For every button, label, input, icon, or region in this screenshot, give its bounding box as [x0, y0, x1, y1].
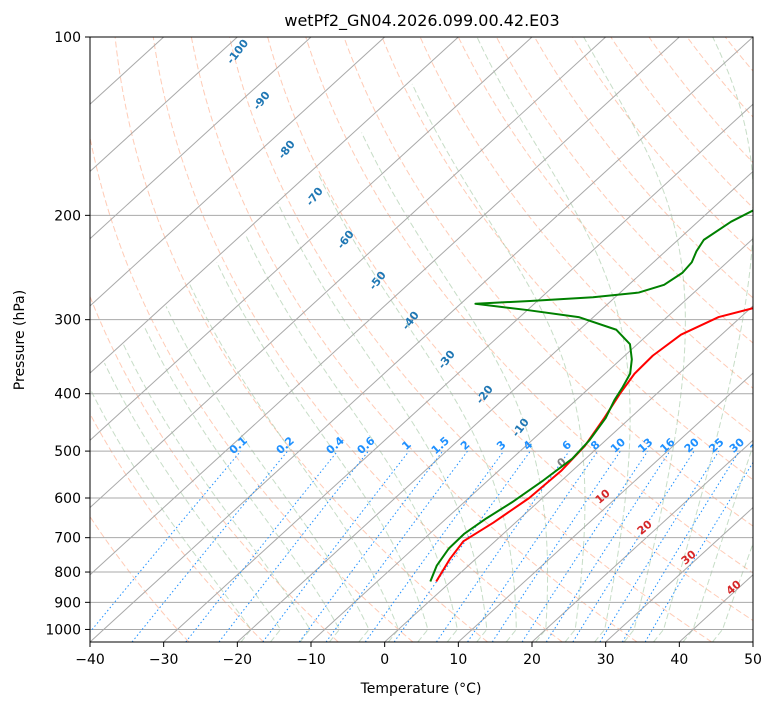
y-axis-label: Pressure (hPa) — [12, 290, 28, 390]
isotherm-line — [90, 37, 312, 240]
x-tick-label: 30 — [597, 652, 615, 668]
y-tick-label: 400 — [54, 387, 81, 403]
x-tick-label: 20 — [523, 652, 541, 668]
dry-adiabat-line — [572, 37, 753, 254]
profiles — [429, 209, 753, 583]
dry-adiabat-line — [419, 37, 753, 435]
isotherm-line — [605, 506, 753, 642]
mixing-ratio-line — [644, 461, 753, 642]
isotherm-line — [531, 439, 753, 642]
temperature-profile — [435, 307, 753, 583]
mixing-ratio-line — [393, 450, 531, 642]
mixing-ratio-line — [131, 450, 288, 642]
x-tick-label: −40 — [75, 652, 105, 668]
moist-adiabat-line — [317, 173, 517, 642]
moist-adiabat-line — [583, 37, 686, 642]
x-tick-label: 50 — [744, 652, 762, 668]
y-tick-label: 200 — [54, 208, 81, 224]
plot-frame — [89, 36, 754, 643]
moist-adiabat-line — [188, 282, 399, 642]
x-tick-label: −10 — [296, 652, 326, 668]
y-axis-ticks: 100 200 300 400 500 600 700 800 900 1000 — [45, 30, 90, 638]
mixing-ratio-line — [185, 450, 338, 642]
moist-adiabat-line — [216, 262, 429, 642]
dry-adiabat-line — [190, 37, 638, 642]
moist-adiabat-line — [682, 444, 753, 642]
y-tick-label: 500 — [54, 444, 81, 460]
isotherm-line — [90, 37, 533, 442]
y-tick-label: 1000 — [45, 622, 81, 638]
mixing-ratio-line — [364, 450, 505, 642]
mixing-ratio-lines — [90, 450, 753, 642]
isotherm-line — [236, 170, 753, 642]
dry-adiabat-line — [90, 295, 339, 642]
mixing-ratio-line — [218, 450, 369, 642]
moist-adiabat-line — [122, 343, 311, 642]
moist-adiabat-line — [165, 306, 370, 642]
mixing-ratio-line — [90, 450, 242, 633]
mixing-ratio-line — [621, 450, 740, 642]
x-axis-ticks: −40 −30 −20 −10 0 10 20 30 40 50 — [75, 642, 762, 668]
isotherm-line — [90, 37, 459, 374]
moist-adiabat-line — [144, 327, 341, 642]
dry-adiabat-line — [90, 135, 414, 642]
moist-adiabat-line — [103, 362, 282, 642]
x-tick-label: 10 — [449, 652, 467, 668]
dry-adiabat-line — [648, 37, 753, 164]
chart-title: wetPf2_GN04.2026.099.00.42.E03 — [284, 11, 559, 31]
dry-adiabat-line — [229, 37, 713, 642]
y-tick-label: 300 — [54, 313, 81, 329]
dry-adiabats — [90, 37, 753, 642]
mixing-ratio-label: 36 — [748, 435, 768, 455]
y-tick-label: 600 — [54, 491, 81, 507]
moist-adiabat-line — [712, 542, 753, 642]
x-tick-label: −30 — [149, 652, 179, 668]
dry-adiabat-line — [305, 37, 753, 574]
mixing-ratio-line — [572, 450, 695, 642]
moist-adiabat-line — [411, 83, 586, 642]
mixing-ratio-line — [467, 450, 599, 642]
y-tick-label: 800 — [54, 565, 81, 581]
x-tick-label: −20 — [223, 652, 253, 668]
dewpoint-profile — [429, 209, 753, 582]
isobars — [90, 37, 753, 630]
isotherms — [90, 37, 753, 642]
dry-adiabat-line — [114, 37, 488, 642]
mixing-ratio-line — [599, 450, 720, 642]
isotherm-line — [163, 103, 753, 642]
dry-adiabat-line — [534, 37, 753, 299]
dry-adiabat-line — [610, 37, 753, 209]
isotherm-line — [310, 237, 753, 642]
dry-adiabat-line — [267, 37, 753, 622]
x-tick-label: 40 — [670, 652, 688, 668]
dry-adiabat-line — [381, 37, 753, 481]
y-tick-label: 700 — [54, 531, 81, 547]
dry-adiabat-line — [90, 412, 264, 642]
x-tick-label: 0 — [380, 652, 389, 668]
isotherm-line — [457, 372, 753, 642]
dry-adiabat-line — [152, 37, 563, 642]
y-tick-label: 900 — [54, 595, 81, 611]
dry-adiabat-line — [90, 515, 190, 642]
dry-adiabat-line — [495, 37, 753, 344]
moist-adiabat-line — [476, 37, 631, 642]
isotherm-line — [90, 37, 238, 173]
moist-adiabat-line — [653, 37, 753, 642]
y-tick-label: 100 — [54, 30, 81, 46]
x-axis-label: Temperature (°C) — [360, 681, 482, 697]
moist-adiabat-line — [244, 233, 458, 642]
moist-adiabats — [90, 37, 753, 642]
mixing-ratio-line — [545, 450, 671, 642]
isotherm-line — [384, 305, 753, 642]
moist-adiabat-line — [277, 201, 488, 642]
isotherm-line — [90, 37, 680, 576]
isotherm-line — [90, 37, 386, 307]
isotherm-line — [90, 37, 753, 642]
mixing-ratio-line — [262, 450, 410, 642]
isotherm-line — [90, 37, 607, 509]
